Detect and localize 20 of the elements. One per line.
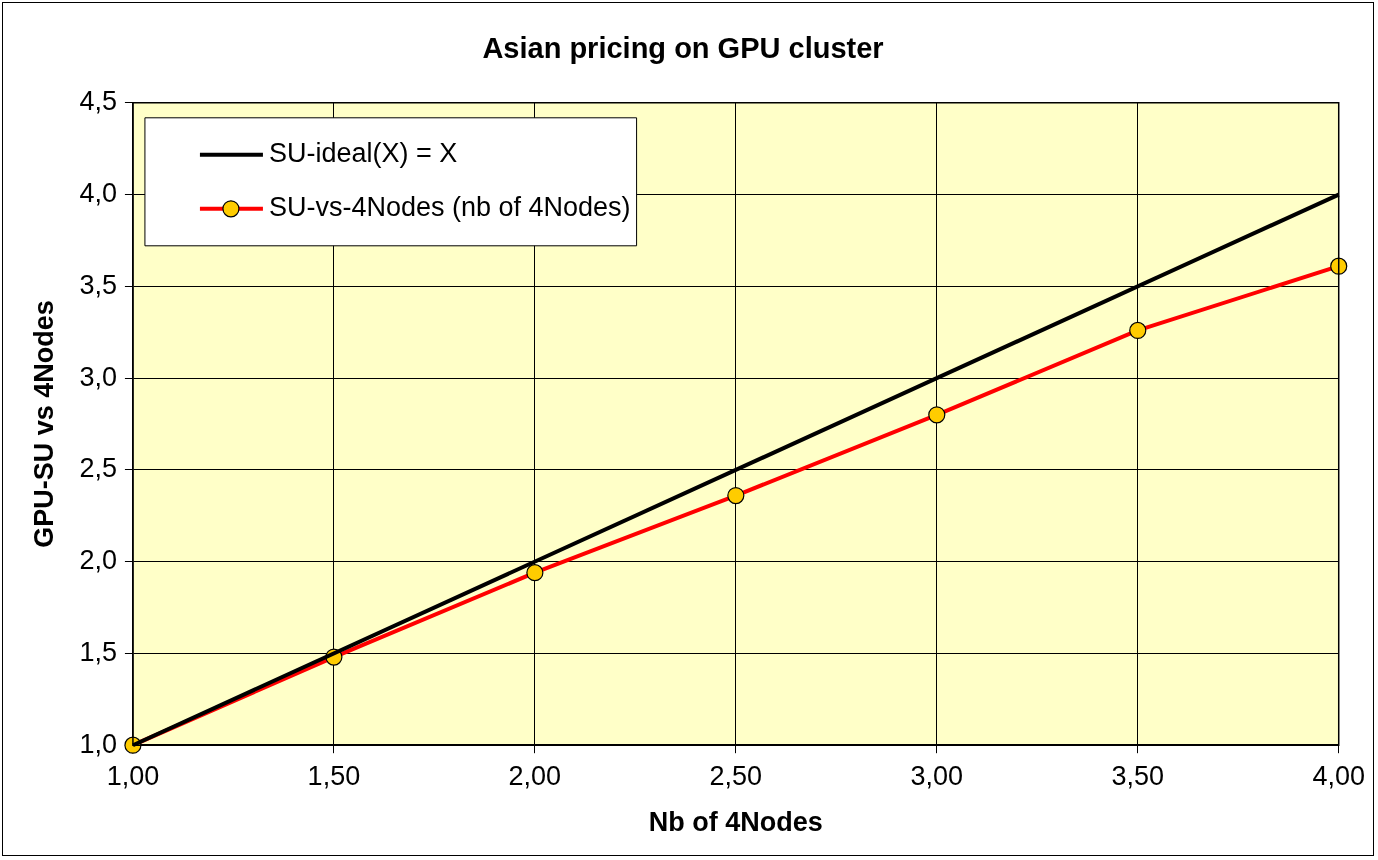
x-tick-label: 2,50 [709,760,763,791]
chart-title: Asian pricing on GPU cluster [482,32,884,65]
y-tick-label: 4,5 [79,86,117,117]
legend-label: SU-vs-4Nodes (nb of 4Nodes) [268,192,631,223]
x-tick-label: 3,00 [910,760,964,791]
x-axis-title: Nb of 4Nodes [648,807,823,838]
legend-label: SU-ideal(X) = X [268,138,458,169]
y-tick-label: 2,0 [79,545,117,576]
x-tick-label: 4,00 [1312,760,1366,791]
y-tick-label: 3,0 [79,361,117,392]
y-tick-label: 1,5 [79,636,117,667]
x-tick-label: 1,50 [307,760,361,791]
x-tick-label: 2,00 [508,760,562,791]
x-tick-label: 3,50 [1111,760,1165,791]
y-tick-label: 3,5 [79,269,117,300]
y-tick-label: 2,5 [79,453,117,484]
y-tick-label: 4,0 [79,178,117,209]
y-tick-label: 1,0 [79,728,117,759]
x-tick-label: 1,00 [106,760,160,791]
y-axis-title: GPU-SU vs 4Nodes [28,300,59,548]
